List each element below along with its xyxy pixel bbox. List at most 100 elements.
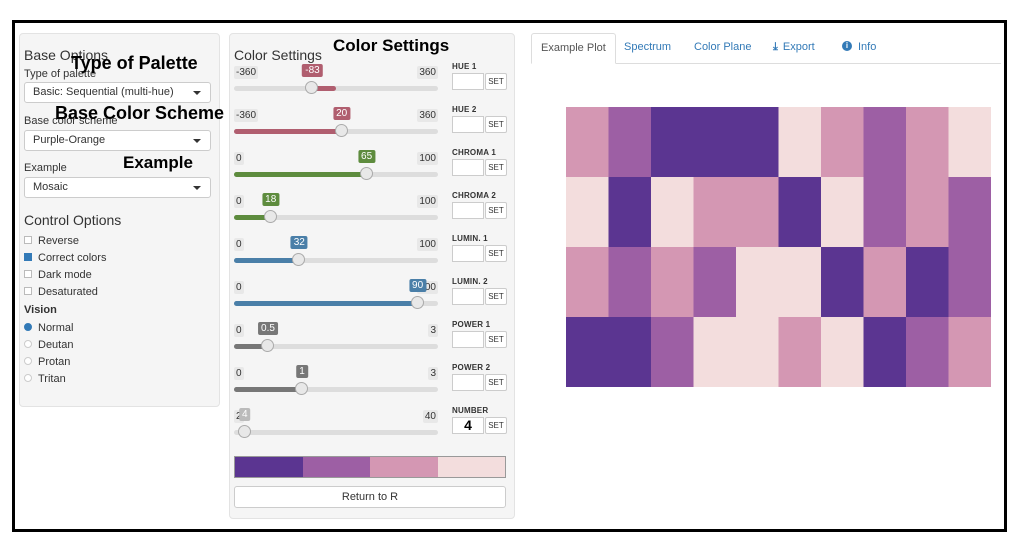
mosaic-cell (778, 317, 822, 387)
slider-max-label: 100 (417, 152, 438, 165)
checkbox-desaturated[interactable]: Desaturated (24, 286, 98, 300)
lumin2-set-button[interactable]: SET (485, 288, 507, 305)
hue2-input[interactable] (452, 116, 484, 133)
slider-track[interactable] (234, 86, 438, 91)
mosaic-cell (566, 177, 610, 248)
lumin2-slider[interactable]: 0 100 90 (234, 279, 438, 313)
slider-handle[interactable] (294, 382, 308, 395)
chroma2-input[interactable] (452, 202, 484, 219)
checkbox-correct-colors[interactable]: Correct colors (24, 252, 106, 266)
hue2-slider[interactable]: -360 360 20 (234, 107, 438, 141)
slider-track[interactable] (234, 258, 438, 263)
example-select[interactable]: Mosaic (24, 177, 211, 198)
slider-handle[interactable] (359, 167, 373, 180)
chroma2-set-button[interactable]: SET (485, 202, 507, 219)
checkbox-box[interactable] (24, 270, 32, 279)
mosaic-cell (651, 317, 695, 387)
chroma1-input[interactable] (452, 159, 484, 176)
type-of-palette-select[interactable]: Basic: Sequential (multi-hue) (24, 82, 211, 103)
lumin1-set-button[interactable]: SET (485, 245, 507, 262)
checkbox-box[interactable] (24, 253, 32, 262)
checkbox-box[interactable] (24, 236, 32, 245)
mosaic-cell (608, 107, 652, 178)
slider-min-label: 0 (234, 238, 244, 251)
number-input[interactable]: 4 (452, 417, 484, 434)
radio-dot[interactable] (24, 323, 32, 332)
checkbox-reverse[interactable]: Reverse (24, 235, 79, 249)
mosaic-cell (948, 247, 991, 318)
slider-handle[interactable] (263, 210, 277, 223)
slider-handle[interactable] (261, 339, 274, 352)
hue1-slider[interactable]: -360 360 -83 (234, 64, 438, 98)
lumin1-input[interactable] (452, 245, 484, 262)
base-color-scheme-select[interactable]: Purple-Orange (24, 130, 211, 151)
power1-slider[interactable]: 0 3 0.5 (234, 322, 438, 356)
annotation-type-of-palette: Type of Palette (71, 53, 198, 73)
radio-normal[interactable]: Normal (24, 322, 73, 336)
chroma1-set-button[interactable]: SET (485, 159, 507, 176)
example-label: Example (24, 162, 67, 174)
chroma2-slider[interactable]: 0 100 18 (234, 193, 438, 227)
hue1-input[interactable] (452, 73, 484, 90)
lumin1-set-group: LUMIN. 1 SET (452, 234, 508, 263)
slider-fill (234, 215, 271, 220)
slider-handle[interactable] (292, 253, 306, 266)
chroma1-slider[interactable]: 0 100 65 (234, 150, 438, 184)
slider-track[interactable] (234, 387, 438, 392)
hue1-set-label: HUE 1 (452, 62, 477, 71)
tab-info[interactable]: i Info (833, 33, 885, 62)
number-set-button[interactable]: SET (485, 417, 507, 434)
slider-fill (234, 172, 367, 177)
hue1-set-button[interactable]: SET (485, 73, 507, 90)
hue1-set-group: HUE 1 SET (452, 62, 508, 91)
radio-deutan[interactable]: Deutan (24, 339, 73, 353)
power2-input[interactable] (452, 374, 484, 391)
tab-spectrum[interactable]: Spectrum (615, 33, 680, 62)
radio-protan[interactable]: Protan (24, 356, 70, 370)
radio-label: Protan (38, 356, 71, 368)
palette-swatch (437, 457, 505, 477)
slider-track[interactable] (234, 430, 438, 435)
radio-dot[interactable] (24, 374, 32, 383)
palette-preview (234, 456, 506, 478)
slider-fill (234, 387, 302, 392)
mosaic-cell (863, 247, 907, 318)
mosaic-cell (821, 317, 865, 387)
lumin1-slider[interactable]: 0 100 32 (234, 236, 438, 270)
power2-slider[interactable]: 0 3 1 (234, 365, 438, 399)
radio-tritan[interactable]: Tritan (24, 373, 66, 387)
download-icon: ⤓ (773, 41, 778, 53)
checkbox-label: Desaturated (38, 286, 98, 298)
power1-input[interactable] (452, 331, 484, 348)
tab-export[interactable]: ⤓ Export (764, 33, 824, 62)
power1-set-button[interactable]: SET (485, 331, 507, 348)
slider-fill (234, 258, 300, 263)
radio-dot[interactable] (24, 340, 32, 349)
number-set-label: NUMBER (452, 406, 489, 415)
checkbox-dark-mode[interactable]: Dark mode (24, 269, 92, 283)
slider-value-label: 0.5 (258, 322, 278, 335)
mosaic-cell (608, 247, 652, 318)
slider-handle[interactable] (237, 425, 251, 438)
radio-dot[interactable] (24, 357, 32, 366)
lumin2-set-group: LUMIN. 2 SET (452, 277, 508, 306)
tab-example-plot[interactable]: Example Plot (531, 33, 616, 64)
slider-max-label: 3 (428, 367, 438, 380)
mosaic-cell (906, 247, 950, 318)
slider-fill (234, 129, 342, 134)
mosaic-cell (906, 317, 950, 387)
lumin2-input[interactable] (452, 288, 484, 305)
number-slider[interactable]: 2 40 4 (234, 408, 438, 442)
slider-track[interactable] (234, 344, 438, 349)
power2-set-button[interactable]: SET (485, 374, 507, 391)
slider-handle[interactable] (305, 81, 319, 94)
hue2-set-button[interactable]: SET (485, 116, 507, 133)
slider-handle[interactable] (410, 296, 424, 309)
checkbox-box[interactable] (24, 287, 32, 296)
mosaic-cell (863, 177, 907, 248)
type-of-palette-label: Type of palette (24, 68, 97, 80)
tab-color-plane[interactable]: Color Plane (685, 33, 760, 62)
slider-track[interactable] (234, 215, 438, 220)
slider-handle[interactable] (334, 124, 348, 137)
return-to-r-button[interactable]: Return to R (234, 486, 506, 508)
